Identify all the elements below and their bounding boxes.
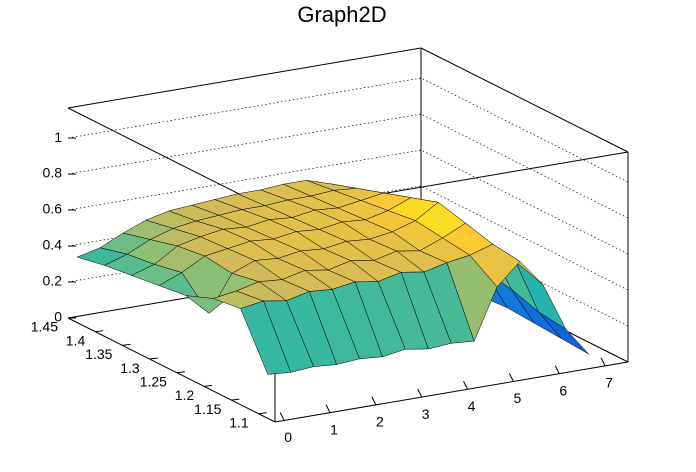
tick-mark xyxy=(122,343,131,346)
tick-mark xyxy=(554,365,560,374)
grid-line xyxy=(67,221,629,327)
grid-line xyxy=(67,77,629,183)
x-tick-label: 7 xyxy=(605,375,613,391)
chart-title: Graph2D xyxy=(297,2,386,27)
tick-mark xyxy=(325,404,331,413)
y-tick-label: 1.3 xyxy=(120,360,140,376)
surface-cell xyxy=(240,300,292,375)
z-tick-label: 0 xyxy=(54,309,62,325)
tick-mark xyxy=(279,412,285,421)
tick-mark xyxy=(258,412,267,415)
tick-mark xyxy=(508,373,514,382)
x-tick-label: 2 xyxy=(376,414,384,430)
z-tick-label: 0.4 xyxy=(43,237,63,253)
x-tick-label: 4 xyxy=(468,398,476,414)
tick-mark xyxy=(176,371,186,374)
tick-mark xyxy=(231,398,240,401)
x-tick-label: 0 xyxy=(284,429,292,445)
tick-mark xyxy=(149,357,158,360)
x-axis xyxy=(274,361,629,423)
x-tick-label: 5 xyxy=(513,390,521,406)
y-tick-label: 1.2 xyxy=(175,387,195,403)
box-edge xyxy=(67,47,422,109)
tick-mark xyxy=(371,396,377,406)
box-edge xyxy=(420,47,629,153)
tick-mark xyxy=(95,330,104,333)
tick-mark xyxy=(67,316,77,319)
surface-cell xyxy=(538,311,589,355)
tick-mark xyxy=(600,357,606,367)
x-tick-label: 6 xyxy=(559,382,567,398)
tick-mark xyxy=(204,384,213,387)
y-tick-label: 1.4 xyxy=(66,332,86,348)
grid-line xyxy=(67,149,629,255)
grid-line xyxy=(67,185,629,291)
z-tick-label: 1 xyxy=(54,129,62,145)
y-tick-label: 1.1 xyxy=(229,414,249,430)
x-tick-label: 1 xyxy=(330,421,338,437)
y-tick-label: 1.45 xyxy=(31,319,58,335)
z-tick-label: 0.8 xyxy=(43,165,63,181)
z-tick-label: 0.2 xyxy=(43,273,63,289)
grid-line xyxy=(67,113,629,219)
z-tick-label: 0.6 xyxy=(43,201,63,217)
x-tick-label: 3 xyxy=(422,406,430,422)
tick-mark xyxy=(463,381,468,390)
y-tick-label: 1.15 xyxy=(194,401,221,417)
tick-mark xyxy=(417,388,423,398)
y-tick-label: 1.35 xyxy=(85,346,112,362)
y-tick-label: 1.25 xyxy=(140,373,167,389)
y-axis xyxy=(67,317,276,423)
